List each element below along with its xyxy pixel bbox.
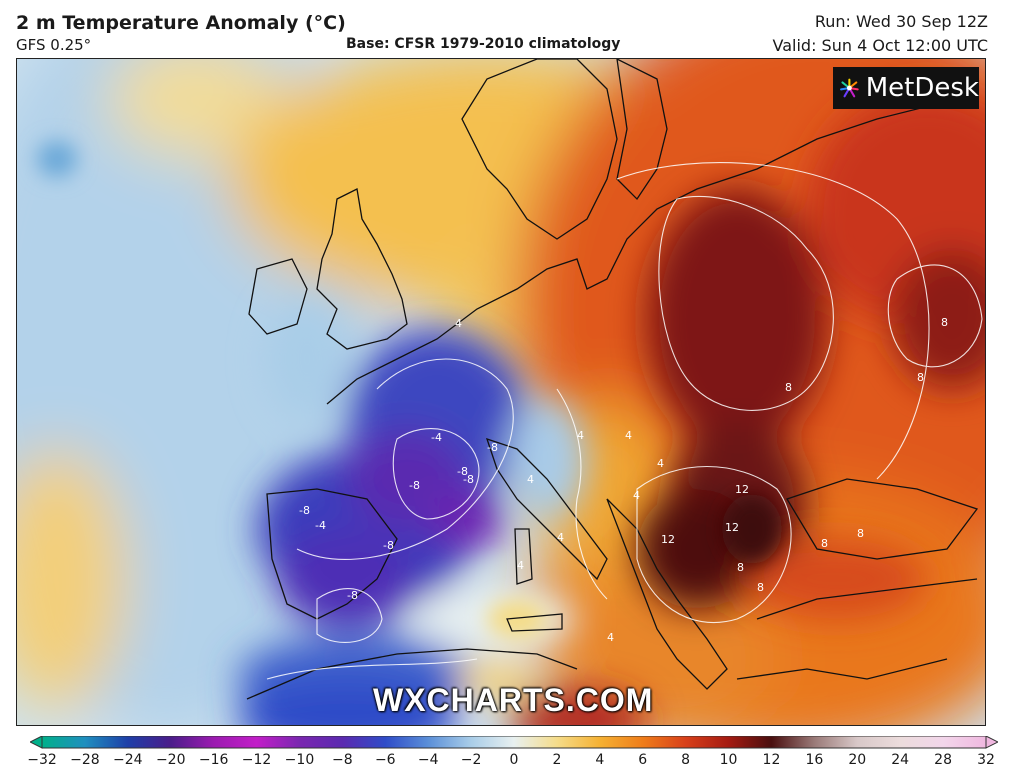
colorbar-tick-label: 12 xyxy=(762,752,781,768)
colorbar-arrow-right xyxy=(985,736,998,749)
colorbar-tick-label: −16 xyxy=(198,752,229,768)
metdesk-logo-icon xyxy=(840,78,859,98)
contour-label: -4 xyxy=(315,519,326,532)
colorbar-tick-label: −6 xyxy=(374,752,396,768)
model-label: GFS 0.25° xyxy=(16,36,92,54)
base-label: Base: CFSR 1979-2010 climatology xyxy=(346,36,621,52)
colorbar-tick-label: −20 xyxy=(155,752,186,768)
contour-label: 8 xyxy=(857,527,864,540)
colorbar-tick-label: −10 xyxy=(284,752,315,768)
colorbar-tick-label: 4 xyxy=(595,752,605,768)
colorbar-gradient xyxy=(41,736,987,749)
contour-label: 8 xyxy=(757,581,764,594)
colorbar-tick-label: 6 xyxy=(638,752,648,768)
colorbar-tick-label: 24 xyxy=(891,752,910,768)
contour-label: -8 xyxy=(457,465,468,478)
contour-label: -8 xyxy=(299,504,310,517)
colorbar-tick-label: −4 xyxy=(417,752,439,768)
run-label: Run: Wed 30 Sep 12Z xyxy=(814,12,988,31)
contour-label: 4 xyxy=(557,531,564,544)
map-svg: 4 4 -4 -8 -8 -8 -8 -8 -8 -8 -4 4 4 4 4 4… xyxy=(17,59,985,725)
contour-label: 4 xyxy=(607,631,614,644)
header-title: 2 m Temperature Anomaly (°C) xyxy=(16,12,346,34)
contour-label: -8 xyxy=(383,539,394,552)
anomaly-map: 4 4 -4 -8 -8 -8 -8 -8 -8 -8 -4 4 4 4 4 4… xyxy=(16,58,986,726)
colorbar-tick-label: 32 xyxy=(977,752,995,768)
colorbar-tick-label: −24 xyxy=(113,752,143,768)
colorbar-ticks: −32 −28 −24 −20 −16 −12 −10 −8 −6 −4 −2 0 2 4 6 8 10 12 16… xyxy=(0,752,1024,776)
contour-label: -8 xyxy=(463,473,474,486)
contour-label: 8 xyxy=(821,537,828,550)
valid-label: Valid: Sun 4 Oct 12:00 UTC xyxy=(772,36,988,55)
contour-label: 4 xyxy=(625,429,632,442)
colorbar-tick-label: 16 xyxy=(805,752,824,768)
contour-labels: 4 4 -4 -8 -8 -8 -8 -8 -8 -8 -4 4 4 4 4 4… xyxy=(299,316,948,644)
contour-label: -8 xyxy=(409,479,420,492)
contour-label: 8 xyxy=(737,561,744,574)
wxcharts-watermark: WXCHARTS.COM xyxy=(373,682,654,718)
contour-label: 8 xyxy=(917,371,924,384)
contour-label: -8 xyxy=(347,589,358,602)
colorbar-tick-label: −12 xyxy=(241,752,272,768)
colorbar-arrow-left xyxy=(30,736,43,749)
metdesk-logo: MetDesk xyxy=(833,67,979,109)
colorbar-tick-label: 20 xyxy=(848,752,867,768)
contour-label: 4 xyxy=(527,473,534,486)
contour-label: 4 xyxy=(577,429,584,442)
colorbar-tick-label: 10 xyxy=(719,752,738,768)
contour-label: 4 xyxy=(657,457,664,470)
colorbar-tick-label: −28 xyxy=(70,752,100,768)
contour-label: -4 xyxy=(431,431,442,444)
contour-lines xyxy=(266,162,983,680)
contour-label: 4 xyxy=(517,559,524,572)
contour-label: 4 xyxy=(455,317,462,330)
colorbar xyxy=(30,736,998,750)
contour-label: 12 xyxy=(725,521,739,534)
colorbar-svg xyxy=(30,736,998,749)
contour-label: 8 xyxy=(941,316,948,329)
contour-label: 4 xyxy=(633,489,640,502)
colorbar-tick-label: 8 xyxy=(681,752,691,768)
colorbar-tick-label: 0 xyxy=(509,752,519,768)
colorbar-tick-label: 28 xyxy=(934,752,952,768)
colorbar-tick-label: −2 xyxy=(460,752,482,768)
contour-label: 12 xyxy=(735,483,749,496)
colorbar-tick-label: −8 xyxy=(332,752,353,768)
colorbar-tick-label: −32 xyxy=(27,752,57,768)
colorbar-tick-label: 2 xyxy=(552,752,562,768)
metdesk-logo-text: MetDesk xyxy=(865,73,979,103)
coastlines xyxy=(246,59,979,700)
contour-label: 8 xyxy=(785,381,792,394)
contour-label: -8 xyxy=(487,441,498,454)
contour-label: 12 xyxy=(661,533,675,546)
